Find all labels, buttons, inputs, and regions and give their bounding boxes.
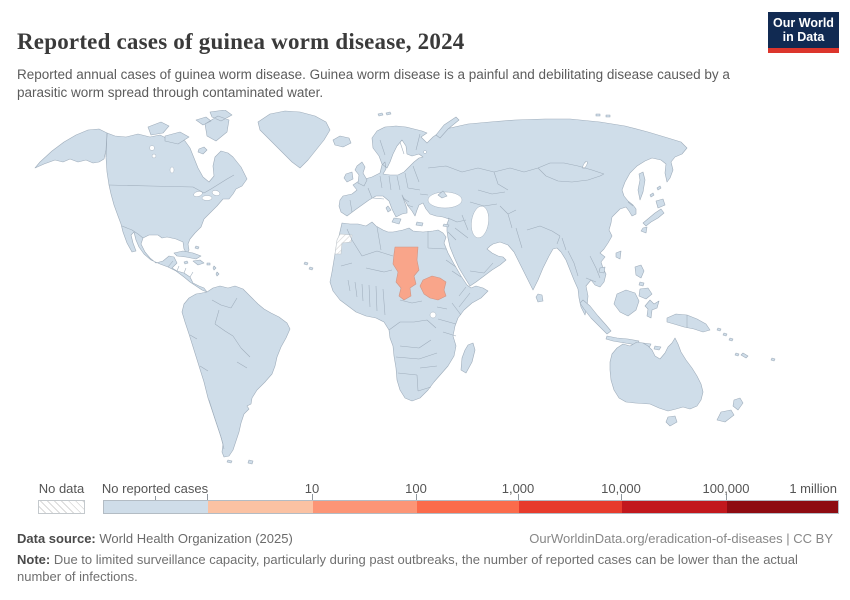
legend-tick [155,496,156,500]
page-title: Reported cases of guinea worm disease, 2… [17,29,465,55]
island-hainan[interactable] [598,266,606,274]
legend-segment[interactable] [622,501,727,513]
lake-ladoga [423,150,427,154]
region-alaska[interactable] [34,128,108,169]
legend-no-data-swatch[interactable] [38,500,85,514]
legend-tick [726,494,727,500]
logo-line2: in Data [782,30,825,44]
data-source-label: Data source: [17,531,96,546]
legend-bar [103,500,839,514]
country-borders [105,132,634,450]
country-indonesia[interactable] [579,289,662,351]
legend-numeric: No reported cases 10 100 1,000 10,000 100,000… [101,481,839,515]
island-sakhalin[interactable] [637,171,662,201]
great-lake-1 [193,191,203,197]
legend-label: 1 million [789,481,837,496]
legend-segment[interactable] [208,501,313,513]
legend-segment[interactable] [727,501,838,513]
legend-segment[interactable] [313,501,417,513]
legend-label: 10 [304,481,320,496]
legend-no-data-label: No data [38,481,85,496]
legend-label: No reported cases [101,481,209,496]
country-south-sudan[interactable] [419,275,447,301]
legend-segment[interactable] [519,501,622,513]
chart-subtitle: Reported annual cases of guinea worm dis… [17,66,730,100]
lake-great-slave [151,153,157,159]
lake-baikal [582,161,588,169]
logo-line1: Our World [773,16,834,30]
country-united-kingdom[interactable] [354,161,368,187]
black-sea [427,191,463,209]
legend-label: 10,000 [601,481,641,496]
world-map [0,109,850,482]
island-new-guinea[interactable] [666,313,711,333]
legend-segment[interactable] [417,501,519,513]
legend-label: 1,000 [501,481,535,496]
legend-label: 100 [405,481,427,496]
great-lake-3 [211,190,221,196]
country-sri-lanka[interactable] [535,293,544,303]
great-lake-2 [201,195,213,201]
island-tasmania[interactable] [665,415,678,427]
note-text: Due to limited surveillance capacity, pa… [17,552,798,584]
owid-logo[interactable]: Our World in Data [768,12,839,53]
legend-tick [207,494,208,500]
legend-tick [518,494,519,500]
legend-label: 100,000 [702,481,750,496]
country-madagascar[interactable] [460,342,476,374]
footer-sources: Data source: World Health Organization (… [17,531,833,546]
legend-no-data: No data [38,481,85,514]
world-map-svg [34,109,776,465]
small-islands-south[interactable] [226,459,254,465]
country-iceland[interactable] [332,135,352,148]
region-north-america[interactable] [105,132,248,293]
country-australia[interactable] [609,337,704,412]
country-japan[interactable] [640,198,666,234]
region-south-america[interactable] [181,285,291,458]
note-label: Note: [17,552,51,567]
lake-great-bear [149,145,155,151]
island-taiwan[interactable] [615,250,622,260]
mediterranean-islands[interactable] [385,205,450,228]
crimea [437,190,448,199]
country-ireland[interactable] [343,171,354,183]
lake-victoria [429,311,437,319]
caspian-sea [471,205,489,239]
data-source-value: World Health Organization (2025) [99,531,293,546]
country-new-zealand[interactable] [716,397,744,423]
country-chad[interactable] [392,246,420,301]
arctic-islands[interactable] [147,109,233,155]
lake-winnipeg [169,166,175,174]
country-philippines[interactable] [634,264,653,300]
legend-tick [416,494,417,500]
pacific-islands[interactable] [303,261,776,362]
caribbean-islands[interactable] [173,245,220,277]
legend-tick [312,494,313,500]
region-eurasia[interactable] [338,118,688,316]
region-africa[interactable] [329,221,489,402]
legend-tick [621,494,622,500]
footer-note: Note: Due to limited surveillance capaci… [17,551,833,585]
russian-arctic-islands[interactable] [377,111,611,139]
legend-segment[interactable] [104,501,208,513]
country-greenland[interactable] [257,110,331,169]
owid-link[interactable]: OurWorldinData.org/eradication-of-diseas… [529,531,833,546]
data-source: Data source: World Health Organization (… [17,531,293,546]
